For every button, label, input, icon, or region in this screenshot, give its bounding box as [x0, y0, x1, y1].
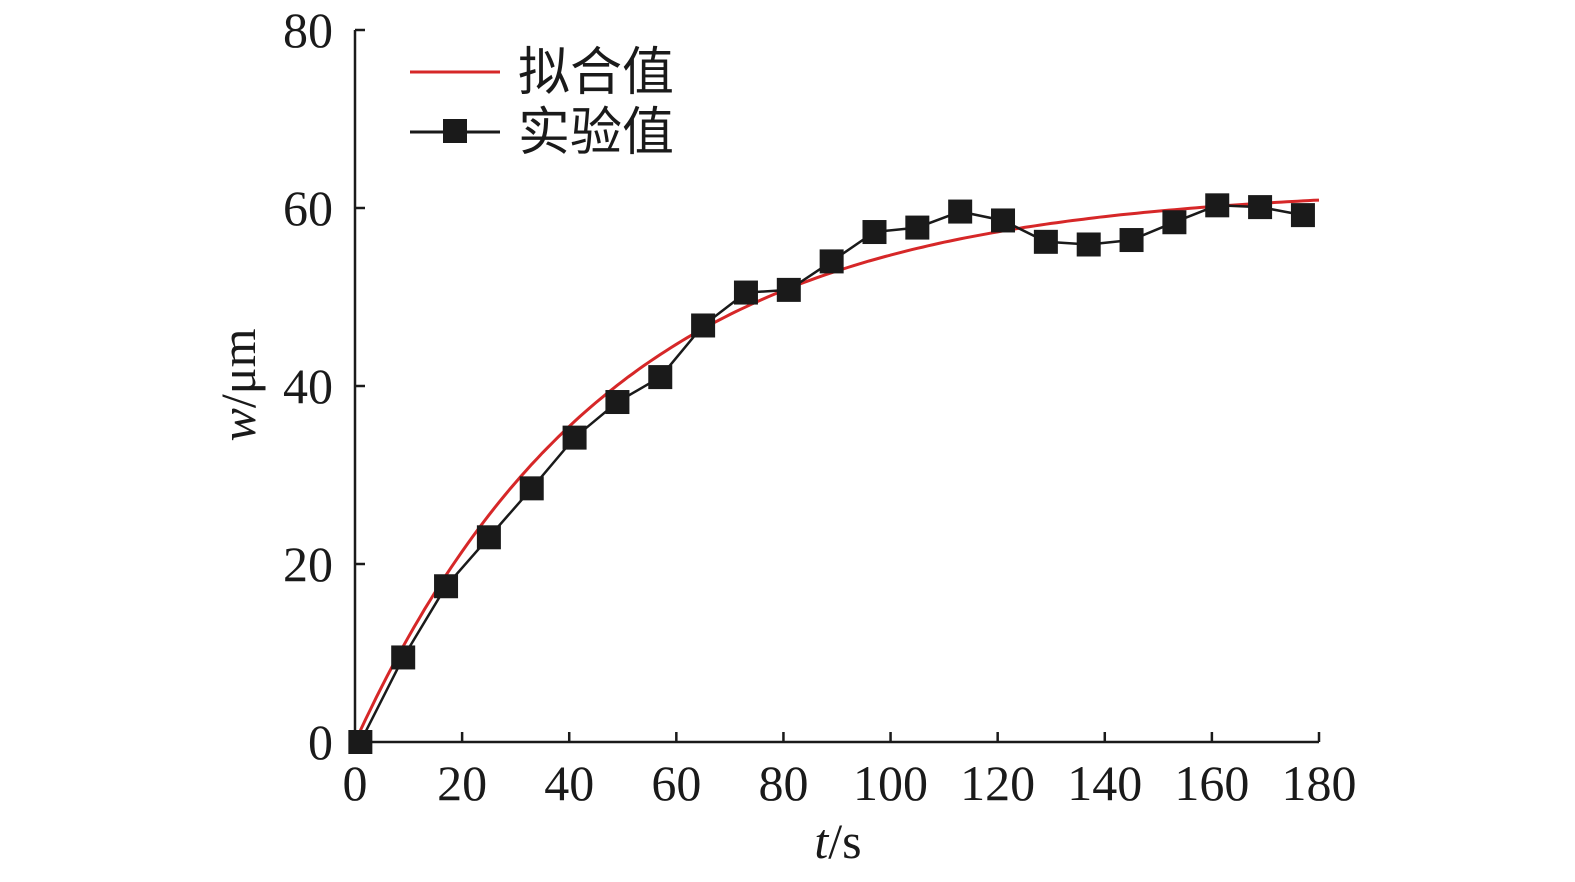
x-tick-label-160: 160: [1174, 755, 1249, 811]
experiment-point-8: [691, 313, 715, 337]
experiment-point-7: [648, 365, 672, 389]
x-tick-label-20: 20: [437, 755, 487, 811]
y-axis-unit: /μm: [210, 328, 266, 408]
legend: 拟合值 实验值: [410, 43, 674, 163]
experiment-point-16: [1034, 230, 1058, 254]
y-tick-label-80: 80: [283, 2, 333, 58]
series-line-experiment: [360, 205, 1303, 742]
legend-item-fit: 拟合值: [410, 43, 674, 103]
experiment-point-4: [520, 476, 544, 500]
plot-series: [348, 193, 1319, 754]
experiment-point-5: [563, 426, 587, 450]
x-tick-label-180: 180: [1282, 755, 1357, 811]
x-axis-title: t/s: [814, 813, 861, 869]
experiment-point-18: [1120, 228, 1144, 252]
legend-label-fit: 拟合值: [518, 43, 674, 103]
experiment-point-20: [1205, 193, 1229, 217]
experiment-point-10: [777, 278, 801, 302]
x-tick-label-80: 80: [758, 755, 808, 811]
x-tick-label-120: 120: [960, 755, 1035, 811]
x-tick-label-100: 100: [853, 755, 928, 811]
experiment-point-21: [1248, 195, 1272, 219]
experiment-point-17: [1077, 232, 1101, 256]
experiment-point-22: [1291, 203, 1315, 227]
y-tick-label-20: 20: [283, 536, 333, 592]
y-axis-variable: w: [210, 408, 266, 441]
experiment-point-13: [905, 216, 929, 240]
x-axis-variable: t: [814, 813, 829, 869]
x-ticks: 0 20 40 60 80 100 120 140 160 180: [343, 732, 1357, 811]
x-tick-label-60: 60: [651, 755, 701, 811]
legend-label-experiment: 实验值: [518, 103, 674, 163]
x-axis-unit: /s: [828, 813, 861, 869]
experiment-point-3: [477, 525, 501, 549]
experiment-point-12: [862, 220, 886, 244]
x-tick-label-140: 140: [1067, 755, 1142, 811]
experiment-point-15: [991, 208, 1015, 232]
x-tick-label-0: 0: [343, 755, 368, 811]
legend-item-experiment: 实验值: [410, 103, 674, 163]
experiment-point-11: [820, 249, 844, 273]
series-line-fit: [355, 200, 1319, 742]
experiment-point-14: [948, 200, 972, 224]
x-tick-label-40: 40: [544, 755, 594, 811]
y-tick-label-40: 40: [283, 358, 333, 414]
experiment-point-9: [734, 281, 758, 305]
experiment-point-1: [391, 645, 415, 669]
legend-marker-experiment: [443, 119, 467, 143]
y-axis-title: w/μm: [210, 328, 266, 441]
experiment-point-6: [605, 390, 629, 414]
experiment-point-2: [434, 574, 458, 598]
y-ticks: 0 20 40 60 80: [283, 2, 365, 770]
y-tick-label-60: 60: [283, 180, 333, 236]
experiment-point-19: [1162, 210, 1186, 234]
experiment-point-0: [348, 730, 372, 754]
y-tick-label-0: 0: [308, 714, 333, 770]
